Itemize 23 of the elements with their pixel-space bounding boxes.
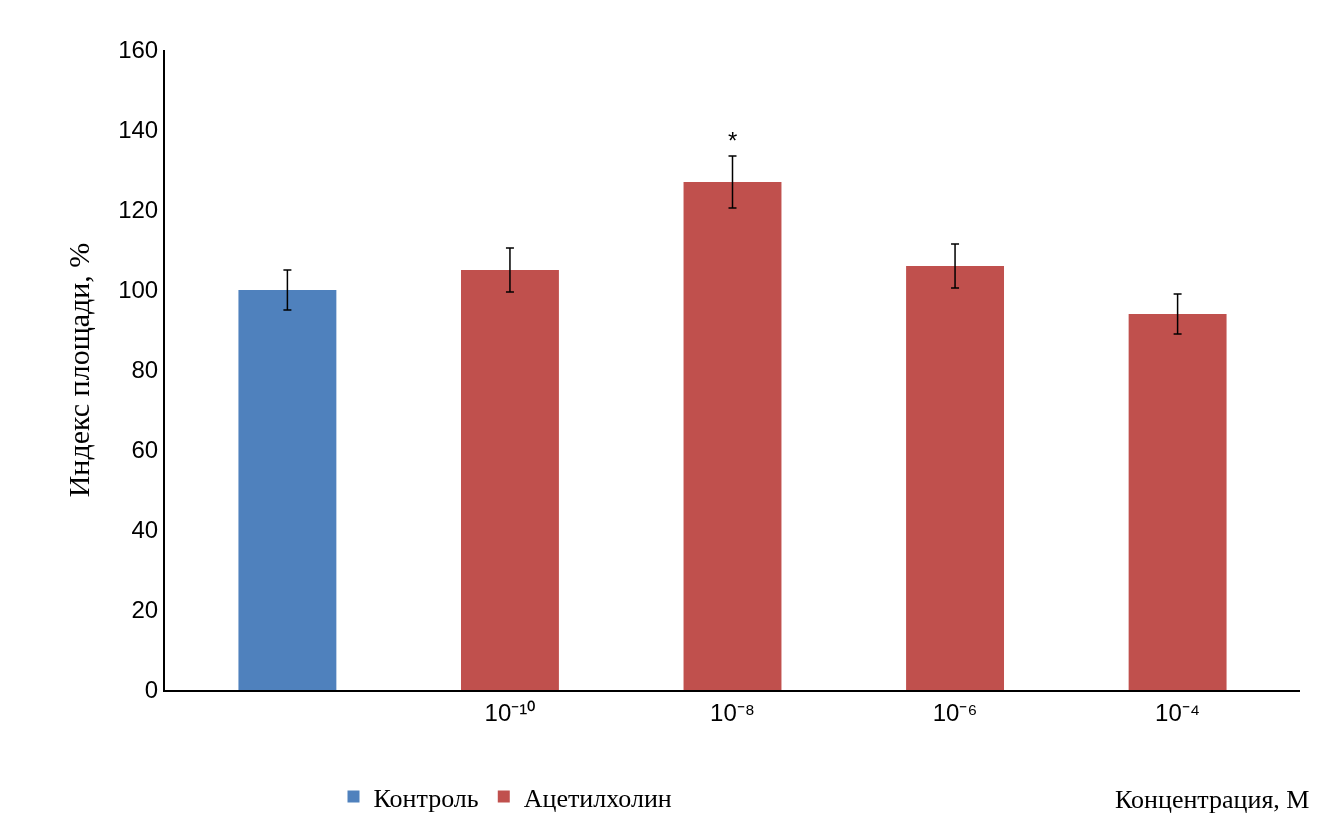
y-tick-label: 40 [131,516,159,544]
x-tick-label: 10⁻⁶ [932,698,978,726]
bar [683,182,782,690]
bar [906,266,1005,690]
y-axis-title: Индекс площади, % [61,242,95,498]
y-tick-label: 160 [118,36,159,64]
legend-label: Контроль [373,783,479,813]
x-tick-label: 10⁻⁸ [710,698,755,726]
y-tick-label: 20 [131,596,159,624]
y-tick-label: 120 [118,196,159,224]
y-tick-label: 100 [118,276,159,304]
y-tick-label: 60 [131,436,159,464]
bar [238,290,337,690]
y-tick-label: 80 [131,356,159,384]
x-tick-label: 10⁻¹⁰ [484,698,536,726]
bar [460,270,559,690]
annotation: * [728,127,738,154]
y-tick-label: 140 [118,116,159,144]
legend-label: Ацетилхолин [523,783,672,813]
x-axis-title: Концентрация, М [1115,785,1310,814]
bar [1128,314,1227,690]
y-tick-label: 0 [144,676,159,704]
x-tick-label: 10⁻⁴ [1155,698,1201,726]
